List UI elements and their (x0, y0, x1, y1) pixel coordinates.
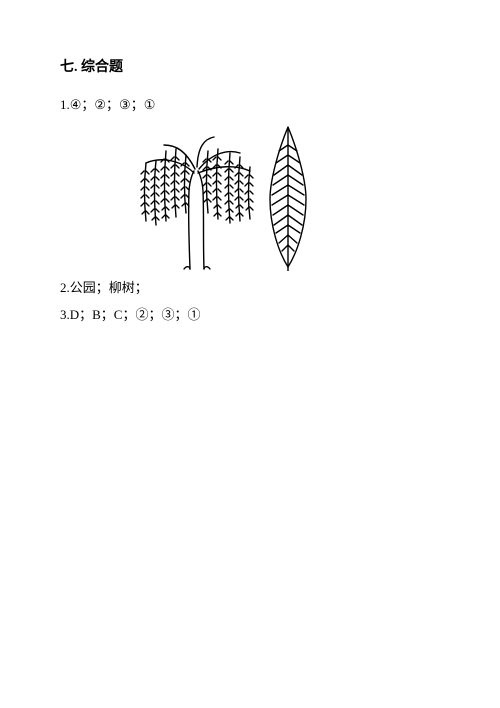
answer-line-2: 2.公园；柳树； (60, 277, 440, 296)
page: 七. 综合题 1.④；②；③；① (0, 0, 500, 708)
section-title: 七. 综合题 (60, 56, 440, 76)
answer-line-1: 1.④；②；③；① (60, 94, 440, 113)
willow-and-leaf-figure (132, 121, 322, 271)
answer-line-3: 3.D；B；C；②；③；① (60, 304, 440, 323)
